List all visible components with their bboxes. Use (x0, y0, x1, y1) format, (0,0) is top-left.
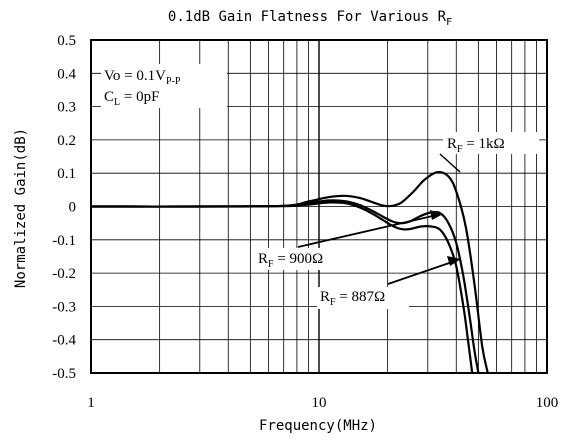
y-tick-label: 0.3 (57, 100, 76, 116)
label-bg-887 (317, 287, 409, 309)
series-label-900: RF = 900Ω (258, 251, 323, 270)
series-label-887: RF = 887Ω (320, 289, 385, 308)
conditions-background (101, 64, 227, 108)
data-series (90, 170, 489, 374)
series-label-1k: RF = 1kΩ (447, 136, 505, 155)
arrow-1k (439, 153, 461, 173)
series-line-2 (90, 201, 474, 374)
y-tick-label: 0 (69, 200, 77, 216)
label-bg-900 (255, 248, 347, 270)
label-bg-1k (443, 132, 539, 154)
series-line-0 (90, 170, 489, 374)
y-tick-label: 0.2 (57, 133, 76, 149)
series-annotations: RF = 1kΩ RF = 900Ω RF = 887Ω (255, 132, 539, 309)
chart-title: 0.1dB Gain Flatness For Various RF (168, 9, 452, 28)
x-tick-label: 100 (536, 395, 559, 411)
y-tick-label: -0.2 (52, 266, 76, 282)
arrow-887 (387, 260, 456, 285)
y-tick-label: -0.3 (52, 299, 76, 315)
y-tick-label: -0.1 (52, 233, 76, 249)
arrow-900 (297, 214, 438, 248)
x-axis: 1 10 100 (87, 395, 558, 411)
conditions-box: Vo = 0.1VP-P CL = 0pF (101, 64, 227, 108)
x-tick-label: 1 (87, 395, 95, 411)
y-axis: 0.5 0.4 0.3 0.2 0.1 0 -0.1 -0.2 -0.3 -0.4 -0.5 (52, 33, 76, 382)
condition-vo: Vo = 0.1VP-P (104, 68, 181, 87)
y-tick-label: -0.4 (52, 333, 76, 349)
arrowhead-900 (430, 210, 443, 220)
y-axis-label: Normalized Gain(dB) (13, 128, 29, 288)
condition-cl: CL = 0pF (104, 89, 159, 108)
x-axis-label: Frequency(MHz) (259, 418, 377, 434)
x-tick-label: 10 (312, 395, 327, 411)
y-tick-label: -0.5 (52, 366, 76, 382)
arrowhead-887 (447, 256, 461, 266)
y-tick-label: 0.5 (57, 33, 76, 49)
y-tick-label: 0.1 (57, 166, 76, 182)
y-tick-label: 0.4 (57, 66, 76, 82)
